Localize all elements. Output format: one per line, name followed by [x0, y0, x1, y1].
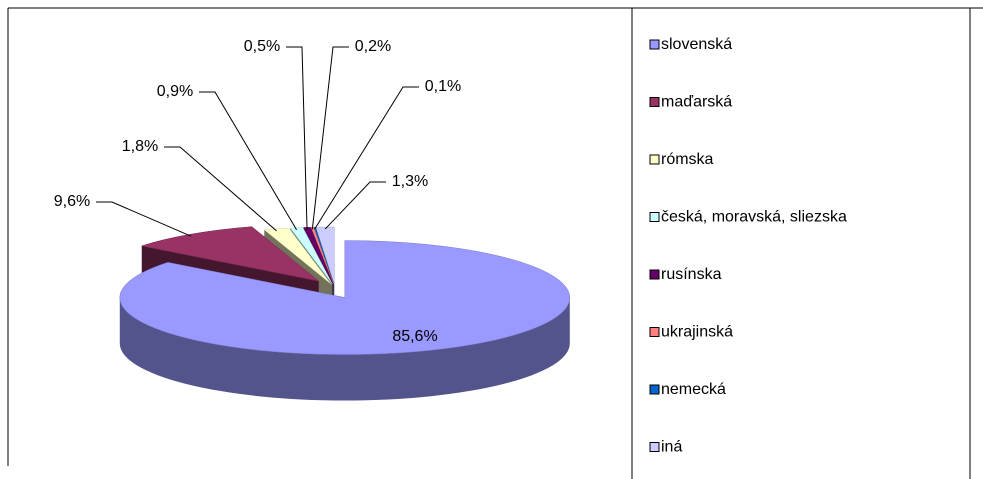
- legend-swatch: [649, 154, 660, 165]
- legend-label: rómska: [661, 151, 714, 168]
- data-label: 0,2%: [355, 38, 391, 55]
- slice: [119, 240, 571, 355]
- slice: [263, 227, 332, 285]
- leader-line: [324, 181, 386, 230]
- legend-label: iná: [661, 439, 682, 456]
- data-label: 9,6%: [54, 193, 90, 210]
- data-label: 0,9%: [157, 83, 193, 100]
- legend-label: rusínska: [661, 266, 722, 283]
- data-label: 0,1%: [425, 78, 461, 95]
- legend-swatch: [649, 269, 660, 280]
- leader-line: [164, 146, 277, 232]
- leader-line: [314, 86, 419, 230]
- legend: slovenská maďarská rómska česká, moravská, …: [649, 36, 847, 456]
- slice: [140, 226, 319, 282]
- data-label: 85,6%: [392, 328, 437, 345]
- slice: [289, 227, 333, 285]
- legend-swatch: [649, 327, 660, 337]
- legend-swatch: [649, 39, 660, 50]
- leader-line: [311, 46, 349, 230]
- pie: 85,6% 9,6% 1,8% 0,9% 0,5% 0,2% 0,1% 1,3%: [54, 38, 571, 401]
- legend-label: slovenská: [661, 36, 732, 53]
- leader-line: [286, 46, 308, 230]
- legend-swatch: [649, 212, 660, 222]
- legend-swatch: [649, 97, 660, 107]
- data-label: 1,8%: [122, 138, 158, 155]
- slice-outer-wall: [119, 297, 570, 401]
- legend-label: nemecká: [661, 381, 726, 398]
- data-label: 0,5%: [244, 38, 280, 55]
- legend-swatch: [649, 384, 660, 395]
- legend-label: česká, moravská, sliezska: [661, 209, 847, 226]
- leader-line: [199, 91, 297, 231]
- legend-label: maďarská: [661, 94, 732, 111]
- legend-label: ukrajinská: [661, 324, 733, 341]
- data-label: 1,3%: [392, 173, 428, 190]
- legend-swatch: [649, 442, 660, 452]
- leader-line: [96, 201, 192, 237]
